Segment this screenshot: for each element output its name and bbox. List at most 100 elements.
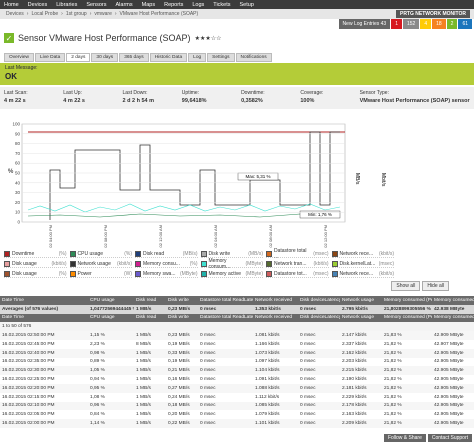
table-cell: 0 msec xyxy=(200,341,216,347)
table-cell: 21,8028899305556 % xyxy=(382,304,432,314)
counter[interactable]: 4 xyxy=(420,19,432,29)
stat-label: Downtime: xyxy=(241,90,265,96)
table-cell: 1.353 kbit/s xyxy=(253,304,298,314)
legend-unit: (%) xyxy=(58,250,67,257)
table-cell: 2.209 kbit/s xyxy=(340,419,382,428)
tab[interactable]: Settings xyxy=(207,53,235,62)
nav-item[interactable]: Libraries xyxy=(56,1,78,8)
legend-item[interactable]: Network rece... (kbit/s) xyxy=(331,270,394,278)
nav-item[interactable]: Devices xyxy=(27,1,48,8)
table-cell: 1 MB/s xyxy=(136,412,151,418)
legend-item[interactable]: Datastore total ... (msec) xyxy=(266,248,329,260)
legend-item[interactable]: Network tran... (kbit/s) xyxy=(266,260,329,268)
legend-item[interactable]: Disk usage (kbit/s) xyxy=(4,260,67,268)
table-cell: 2.181 kbit/s xyxy=(340,383,382,393)
legend-item[interactable]: CPU usage (%) xyxy=(69,250,132,258)
table-cell: 0,96 % xyxy=(88,401,134,411)
top-nav: Home Devices Libraries Sensors Alarms Maps Rep… xyxy=(0,0,474,9)
table-cell: 0,94 % xyxy=(90,377,105,383)
stat: Last Up: 4 m 22 s xyxy=(59,87,118,109)
crumb[interactable]: Local Probe xyxy=(31,11,59,17)
table-cell: 1,15 % xyxy=(88,331,134,340)
legend-item[interactable]: Memory swa... (MByte) xyxy=(135,270,198,278)
nav-item[interactable]: Logs xyxy=(192,1,205,8)
table-cell: 42.905 MByte xyxy=(434,359,464,365)
legend-item[interactable]: Memory active (MByte) xyxy=(200,270,264,278)
stat: Uptime: 99,6418% xyxy=(178,87,237,109)
tab[interactable]: Historic Data xyxy=(149,53,188,62)
tab[interactable]: Log xyxy=(188,53,207,62)
legend-item[interactable]: Memory consu... (%) xyxy=(135,260,198,268)
nav-item[interactable]: Setup xyxy=(239,1,254,8)
nav-item[interactable]: Home xyxy=(4,1,19,8)
tab[interactable]: Live Data xyxy=(35,53,66,62)
table-cell: 1.081 kbit/s xyxy=(253,331,298,340)
log-entries[interactable]: New Log Entries 43 xyxy=(338,19,391,29)
log-label: New Log Entries xyxy=(342,21,380,27)
legend-swatch xyxy=(69,270,76,277)
legend-item[interactable]: Disk read (MB/s) xyxy=(135,250,198,258)
nav-item[interactable]: Maps xyxy=(141,1,156,8)
table-cell: 0,19 MB/s xyxy=(168,341,190,347)
table-row: 16.02.2015 02:40:00 PM 0,98 % 1 MB/s 0,33 M… xyxy=(0,348,474,358)
nav-item[interactable]: Sensors xyxy=(86,1,107,8)
y-axis-label: % xyxy=(8,169,14,175)
counter[interactable]: 2 xyxy=(446,19,458,29)
tab[interactable]: 2 days xyxy=(66,53,91,62)
legend-unit: (MByte) xyxy=(245,270,264,277)
crumb[interactable]: Devices xyxy=(6,11,24,17)
priority-stars[interactable]: ★★★☆☆ xyxy=(194,35,222,42)
tab[interactable]: 30 days xyxy=(91,53,119,62)
tab[interactable]: Overview xyxy=(4,53,34,62)
footer-button[interactable]: Contact Support xyxy=(427,434,472,442)
footer-button[interactable]: Follow & Share xyxy=(383,434,426,442)
table-cell: 1 MB/s xyxy=(134,331,166,340)
chart: 0 10 20 30 40 50 60 70 80 90 100% MB/s Mbit/s 15.02 0… xyxy=(8,122,386,249)
legend-item[interactable]: Memory consum... (MByte) xyxy=(200,258,263,270)
legend-item[interactable]: Datastore tot... (msec) xyxy=(266,270,329,278)
legend-swatch xyxy=(200,270,207,277)
counter[interactable]: 1 xyxy=(391,19,402,29)
table-cell: 1,14 % xyxy=(88,419,134,428)
tab[interactable]: Notifications xyxy=(235,53,272,62)
table-cell: 0 msec xyxy=(298,331,340,340)
legend-item[interactable]: Disk.kernelLat... (msec) xyxy=(331,260,394,268)
nav-item[interactable]: Tickets xyxy=(213,1,231,8)
legend-item[interactable]: Downtime (%) xyxy=(4,250,67,258)
table-cell: 1 MB/s xyxy=(134,419,166,428)
legend-unit: (kbit/s) xyxy=(51,260,67,267)
nav-item[interactable]: Reports xyxy=(164,1,184,8)
legend-item[interactable]: Network rece... (kbit/s) xyxy=(331,250,394,258)
tab[interactable]: 365 days xyxy=(119,53,149,62)
table-cell: 2.203 kbit/s xyxy=(342,359,367,365)
table-cell: 21,82 % xyxy=(382,401,432,411)
paging[interactable]: 1 to 50 of 576 xyxy=(0,322,474,332)
table-cell: 0 msec xyxy=(198,383,253,393)
counter[interactable]: 61 xyxy=(458,19,472,29)
table-cell: 2.229 kbit/s xyxy=(342,394,367,400)
legend-item[interactable]: Disk write (MB/s) xyxy=(200,250,263,258)
table-cell: 2.190 kbit/s xyxy=(342,377,367,383)
legend-button[interactable]: Show all xyxy=(391,281,421,291)
crumb[interactable]: VMware Host Performance (SOAP) xyxy=(119,11,199,17)
counter[interactable]: 152 xyxy=(402,19,420,29)
stat: Sensor Type: VMware Host Performance (SOA… xyxy=(356,87,474,109)
table-cell: 0 msec xyxy=(300,412,316,418)
crumb[interactable]: vmware xyxy=(94,11,112,17)
crumb[interactable]: 1st group xyxy=(65,11,87,17)
table-cell: 42.905 MByte xyxy=(432,348,474,358)
table-cell: Memory consumed xyxy=(432,313,474,323)
legend-item[interactable]: Power (W) xyxy=(69,270,132,278)
counter[interactable]: 18 xyxy=(432,19,446,29)
table-cell: 42.909 MByte xyxy=(432,331,474,340)
table-cell: CPU usage xyxy=(88,296,134,305)
legend-button[interactable]: Hide all xyxy=(422,281,449,291)
table-cell: 0,23 MB/s xyxy=(166,304,198,314)
nav-item[interactable]: Alarms xyxy=(115,1,133,8)
table-cell: 0,98 % xyxy=(88,348,134,358)
legend-item[interactable]: Disk usage (%) xyxy=(4,270,67,278)
stat: Last Scan: 4 m 22 s xyxy=(0,87,59,109)
legend-unit: (MByte) xyxy=(180,270,198,277)
legend-item[interactable]: Network usage (kbit/s) xyxy=(69,260,132,268)
table-cell: Memory consumed (Percent) xyxy=(382,313,432,323)
